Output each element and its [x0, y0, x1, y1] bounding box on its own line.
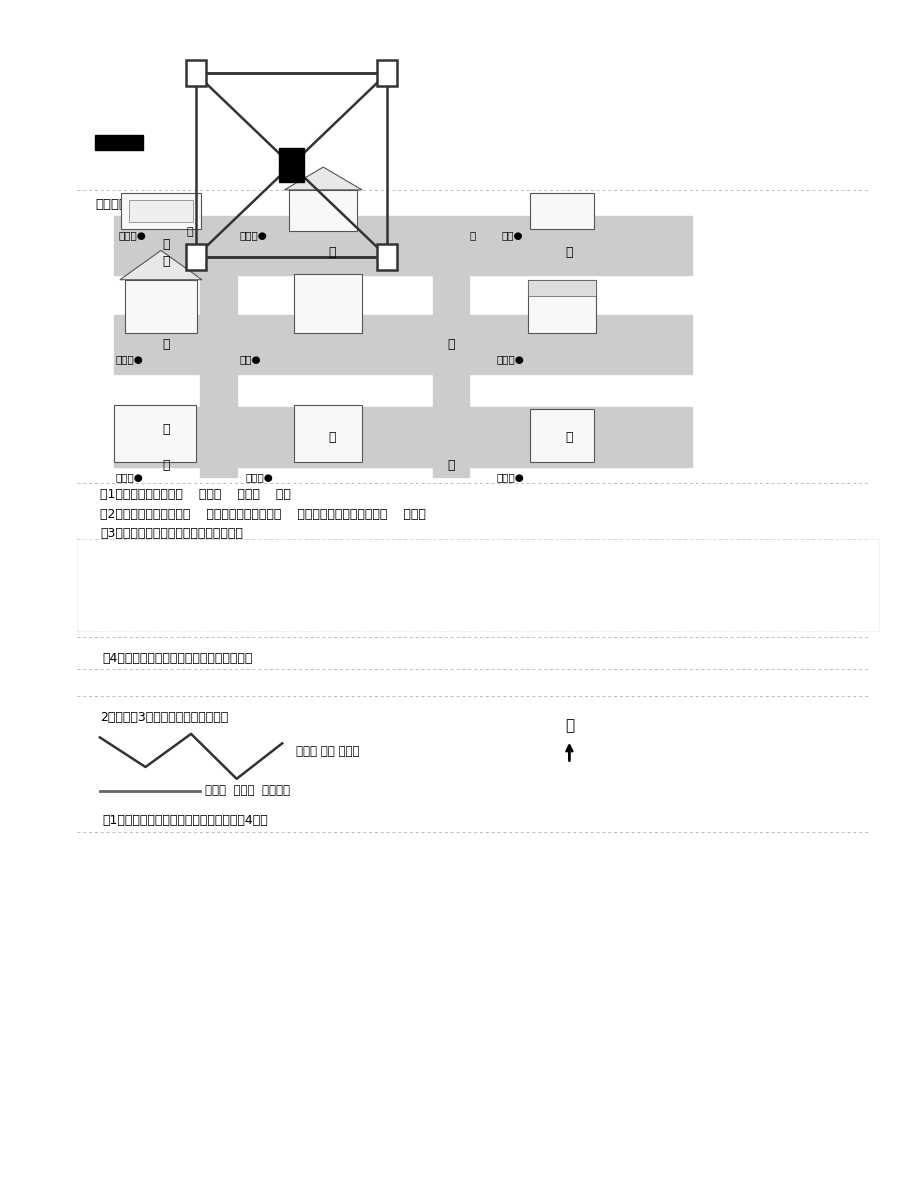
Text: 图: 图	[163, 338, 170, 351]
Bar	[293, 274, 361, 333]
Text: （1）花园街的西面有（    ）、（    ）、（    ）。: （1）花园街的西面有（ ）、（ ）、（ ）。	[100, 488, 290, 501]
Text: 街: 街	[447, 459, 454, 472]
Text: 平: 平	[328, 247, 335, 258]
Polygon shape	[284, 167, 361, 189]
Bar	[77, 538, 879, 631]
Bar	[113, 316, 692, 374]
Bar	[289, 189, 357, 231]
Text: 绿: 绿	[469, 230, 475, 239]
Bar	[96, 136, 142, 150]
Text: 邮局●: 邮局●	[501, 230, 522, 239]
Text: 电视台●: 电视台●	[118, 230, 146, 239]
Text: 新: 新	[447, 338, 454, 351]
Bar	[186, 244, 206, 269]
Bar	[186, 61, 206, 87]
Polygon shape	[119, 250, 202, 280]
Bar	[129, 200, 193, 222]
Text: 和: 和	[163, 256, 170, 268]
Text: 小林家●: 小林家●	[239, 230, 267, 239]
Text: 电影院●: 电影院●	[115, 473, 143, 482]
Text: 超市●: 超市●	[239, 354, 261, 364]
Text: 北: 北	[564, 718, 573, 734]
Bar	[124, 280, 198, 333]
Text: （2）图书馆在小林家的（    ），小吃店在超市的（    ）面，小川家在小林家的（    ）面。: （2）图书馆在小林家的（ ），小吃店在超市的（ ）面，小川家在小林家的（ ）面。	[100, 509, 425, 520]
Text: 图书馆●: 图书馆●	[245, 473, 273, 482]
Text: 北: 北	[163, 424, 170, 436]
Text: （1）从汽车站出发到实验小学的路线：（4分）: （1）从汽车站出发到实验小学的路线：（4分）	[103, 815, 268, 828]
Text: 京: 京	[328, 430, 335, 443]
Text: 音像店●: 音像店●	[496, 473, 524, 482]
Text: 2、说一说3路公共汽车的行车路线。: 2、说一说3路公共汽车的行车路线。	[100, 711, 228, 724]
Text: 路: 路	[565, 430, 573, 443]
Bar	[113, 407, 692, 467]
Bar	[278, 149, 304, 181]
Text: 六、解决问题：（14分）: 六、解决问题：（14分）	[96, 198, 192, 211]
Bar	[432, 219, 469, 478]
Text: 小吃店●: 小吃店●	[496, 354, 524, 364]
Bar	[120, 193, 201, 229]
Bar	[377, 244, 397, 269]
Bar	[196, 74, 387, 257]
Bar	[528, 280, 596, 333]
Bar	[113, 405, 196, 462]
Bar	[528, 280, 596, 295]
Text: 路: 路	[565, 247, 573, 258]
Text: （3）请你画出小林去音像店所走的路线。: （3）请你画出小林去音像店所走的路线。	[100, 526, 243, 540]
Text: （4）请你说一说小川去邮局，可以怎么走？: （4）请你说一说小川去邮局，可以怎么走？	[103, 653, 253, 666]
Text: 少年宫  电影院  实验小学: 少年宫 电影院 实验小学	[205, 784, 289, 797]
Bar	[377, 61, 397, 87]
Bar	[293, 405, 361, 462]
Bar	[113, 216, 692, 275]
Bar	[529, 193, 594, 229]
Bar	[200, 219, 236, 478]
Text: 花: 花	[163, 238, 170, 251]
Text: 花: 花	[187, 227, 193, 237]
Text: 小川家●: 小川家●	[115, 354, 143, 364]
Text: 汽车站 广场 水利局: 汽车站 广场 水利局	[296, 746, 359, 759]
Text: 街: 街	[163, 459, 170, 472]
Bar	[529, 409, 594, 462]
